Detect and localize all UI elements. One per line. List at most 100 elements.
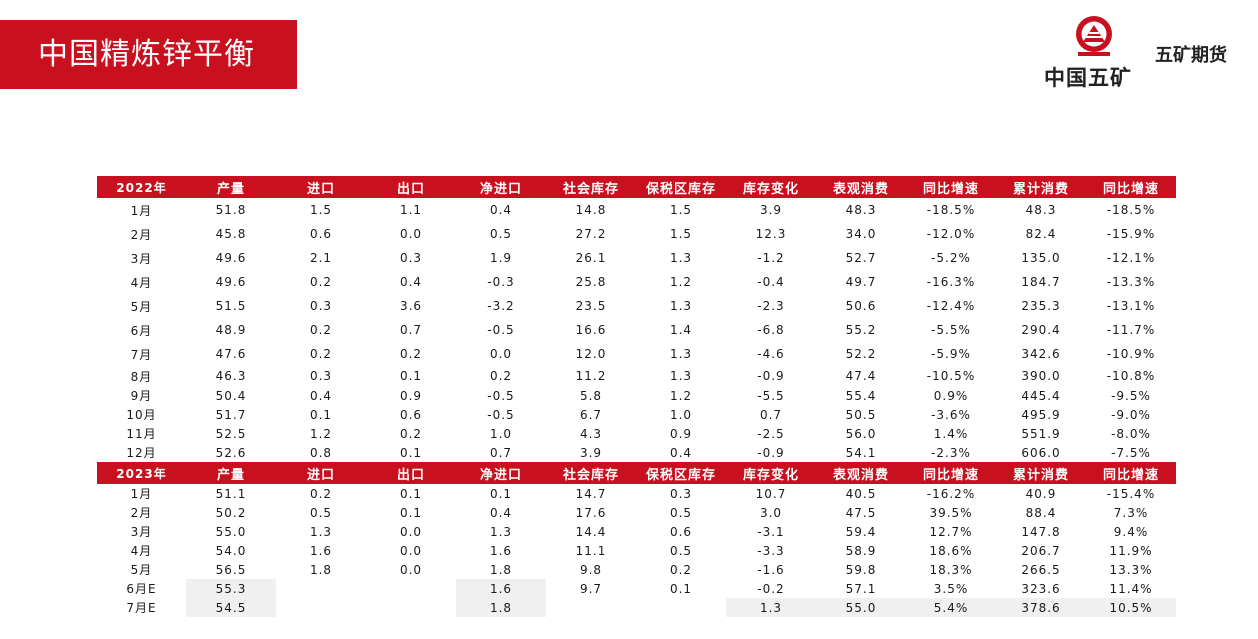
table-cell: 3.9 (759, 203, 783, 217)
table-cell: -13.3% (1106, 275, 1156, 289)
table-cell: 551.9 (1021, 426, 1061, 441)
table-cell: 4.3 (579, 426, 603, 441)
table-cell: 55.4 (845, 388, 877, 403)
month-label-cell: 3月 (130, 525, 153, 539)
table-cell: 1.2 (669, 275, 693, 289)
table-cell: 0.3 (309, 299, 333, 313)
table-cell: -9.0% (1111, 407, 1151, 422)
table-cell: 290.4 (1021, 323, 1061, 337)
table-row: 7月 47.6 0.2 0.2 0.0 12.0 1.3 -4.6 52.2 -5.9% 342.6… (97, 342, 1176, 366)
table-cell: 13.3% (1109, 562, 1153, 577)
table-cell (366, 579, 456, 598)
table-cell: 58.9 (845, 543, 877, 558)
table-cell: 0.4 (309, 388, 333, 403)
year-header-cell: 2023年 (97, 462, 186, 484)
table-cell: 1.5 (669, 227, 693, 241)
month-label-cell: 1月 (130, 203, 153, 218)
month-label-cell: 11月 (126, 427, 157, 441)
table-cell: 1.4 (669, 323, 693, 337)
column-header-cell: 同比增速 (1086, 176, 1176, 198)
table-cell: 266.5 (1021, 562, 1061, 577)
table-cell: 50.6 (845, 299, 877, 313)
table-cell: -0.9 (757, 445, 785, 460)
table-cell: -15.4% (1106, 486, 1156, 501)
table-cell: 52.6 (215, 445, 247, 460)
table-cell: -2.5 (757, 426, 785, 441)
table-cell: 0.7 (759, 407, 783, 422)
month-label-cell: 7月 (130, 347, 153, 362)
table-cell (636, 598, 726, 617)
table-cell: 49.7 (845, 275, 877, 289)
table-cell: -8.0% (1111, 426, 1151, 441)
table-cell: 0.2 (399, 426, 423, 441)
table-cell: 39.5% (929, 505, 973, 520)
table-cell: 46.3 (215, 369, 247, 383)
table-cell: -5.2% (931, 251, 971, 265)
table-cell: 1.8 (489, 562, 513, 577)
china-minmetals-logo: 中国五矿 (1040, 14, 1148, 90)
table-cell: 54.1 (845, 445, 877, 460)
table-row: 9月 50.4 0.4 0.9 -0.5 5.8 1.2 -5.5 55.4 0.9% 445.4 -… (97, 386, 1176, 405)
table-cell: 12.3 (755, 227, 787, 241)
month-label-cell: 9月 (130, 389, 153, 403)
table-cell: 606.0 (1021, 445, 1061, 460)
table-cell: -0.5 (487, 323, 515, 337)
table-row: 3月 55.0 1.3 0.0 1.3 14.4 0.6 -3.1 59.4 12.7% 147.8… (97, 522, 1176, 541)
table-cell: 3.0 (759, 505, 783, 520)
table-cell: 55.3 (186, 579, 276, 598)
table-cell: 495.9 (1021, 407, 1061, 422)
table-cell: 54.0 (215, 543, 247, 558)
table-cell: 3.6 (399, 299, 423, 313)
column-header-cell: 净进口 (456, 462, 546, 484)
table-cell: 59.8 (845, 562, 877, 577)
table-cell: 0.3 (669, 486, 693, 501)
table-row: 1月 51.8 1.5 1.1 0.4 14.8 1.5 3.9 48.3 -18.5% 48.3 -… (97, 198, 1176, 222)
column-header-cell: 表观消费 (816, 462, 906, 484)
table-cell: 1.3 (669, 369, 693, 383)
table-cell: -18.5% (1106, 203, 1156, 217)
table-cell: 1.0 (669, 407, 693, 422)
month-label-cell: 3月 (130, 251, 153, 266)
table-cell: 17.6 (575, 505, 607, 520)
table-cell: 1.2 (669, 388, 693, 403)
month-label-cell: 7月E (126, 601, 157, 615)
table-row: 5月 56.5 1.8 0.0 1.8 9.8 0.2 -1.6 59.8 18.3% 266.5 1… (97, 560, 1176, 579)
table-cell: 59.4 (845, 524, 877, 539)
table-cell: 184.7 (1021, 275, 1061, 289)
table-cell: 14.4 (575, 524, 607, 539)
table-cell: -5.9% (931, 347, 971, 361)
table-cell: 0.0 (489, 347, 513, 361)
table-cell: -10.8% (1106, 369, 1156, 383)
table-cell: 47.4 (845, 369, 877, 383)
table-cell: 0.0 (399, 227, 423, 241)
table-cell: 0.1 (309, 407, 333, 422)
table-cell: 82.4 (1025, 227, 1057, 241)
table-cell: 52.7 (845, 251, 877, 265)
table-cell: 0.1 (399, 505, 423, 520)
table-cell: -18.5% (926, 203, 976, 217)
table-cell: 0.5 (309, 505, 333, 520)
table-cell: 0.2 (489, 369, 513, 383)
table-cell: 14.7 (575, 486, 607, 501)
table-cell: -3.3 (757, 543, 785, 558)
table-cell: 1.1 (399, 203, 423, 217)
table-row: 1月 51.1 0.2 0.1 0.1 14.7 0.3 10.7 40.5 -16.2% 40.9… (97, 484, 1176, 503)
table-cell: 1.2 (309, 426, 333, 441)
table-cell: -7.5% (1111, 445, 1151, 460)
table-cell: 5.4% (906, 598, 996, 617)
brand-name: 五矿期货 (1155, 45, 1227, 66)
table-cell: 50.4 (215, 388, 247, 403)
table-cell: 0.1 (489, 486, 513, 501)
table-cell: 0.1 (399, 486, 423, 501)
column-header-cell: 累计消费 (996, 462, 1086, 484)
table-header-row: 2023年 产量 进口 出口 净进口 社会库存 保税区库存 库存变化 表观消费 同比增速 累计消费同… (97, 462, 1176, 484)
table-cell: 0.2 (309, 347, 333, 361)
table-cell: 11.9% (1109, 543, 1153, 558)
table-row: 2月 45.8 0.6 0.0 0.5 27.2 1.5 12.3 34.0 -12.0% 82.4… (97, 222, 1176, 246)
table-cell: -13.1% (1106, 299, 1156, 313)
table-cell: 0.5 (489, 227, 513, 241)
table-cell: 390.0 (1021, 369, 1061, 383)
table-cell: 26.1 (575, 251, 607, 265)
month-label-cell: 2月 (130, 506, 153, 520)
table-cell: 0.9% (933, 388, 969, 403)
